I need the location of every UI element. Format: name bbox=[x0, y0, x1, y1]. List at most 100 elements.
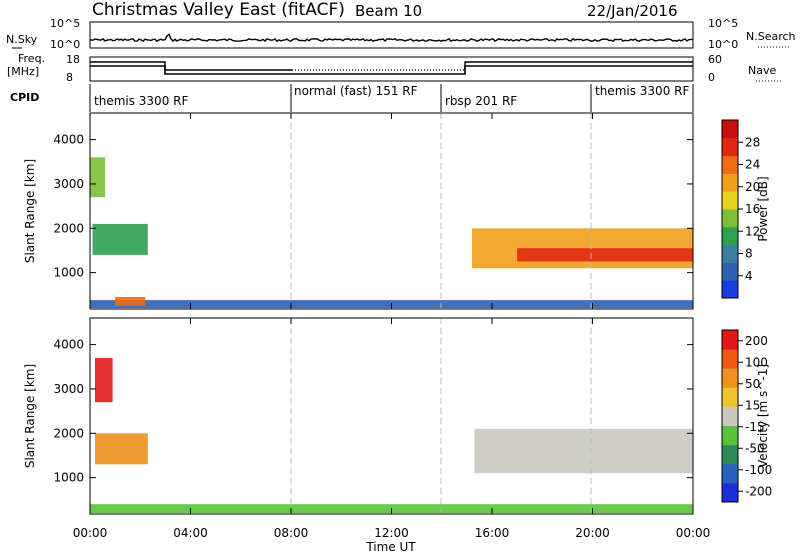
power-colorbar-frame bbox=[721, 119, 739, 299]
nave-label: Nave bbox=[748, 64, 776, 77]
date-label: 22/Jan/2016 bbox=[587, 2, 678, 20]
beam-label: Beam 10 bbox=[355, 2, 422, 20]
colorbar-tick-label-3: 16 bbox=[745, 202, 760, 216]
colorbar-swatch-3 bbox=[722, 226, 738, 246]
x-axis-label: Time UT bbox=[365, 540, 416, 554]
freq-label: Freq. bbox=[18, 52, 45, 65]
x-tick-label-3: 12:00 bbox=[374, 526, 409, 540]
nave-tick-bottom: 0 bbox=[708, 71, 715, 84]
power-panel-bg bbox=[90, 113, 693, 309]
colorbar-tick-label-2: 50 bbox=[745, 377, 760, 391]
colorbar-swatch-4 bbox=[722, 209, 738, 228]
nsky-label: N.Sky bbox=[6, 33, 38, 46]
x-tick-label-5: 20:00 bbox=[575, 526, 610, 540]
nsky-panel-frame bbox=[89, 21, 694, 49]
colorbar-tick-label-6: 28 bbox=[745, 135, 760, 149]
data-region-2 bbox=[90, 157, 106, 198]
colorbar-swatch-2 bbox=[722, 244, 738, 263]
colorbar-swatch-5 bbox=[722, 191, 738, 210]
y-tick-label-0: 1000 bbox=[53, 266, 84, 280]
velocity-colorbar: 200 100 50 15 -15 -50 -100 -200 bbox=[722, 330, 772, 503]
y-tick-label-1: 2000 bbox=[53, 221, 84, 235]
colorbar-tick-label-4: -15 bbox=[745, 420, 765, 434]
power-colorbar: 4 8 12 16 20 24 28 bbox=[722, 120, 760, 299]
figure-title: Christmas Valley East (fitACF) bbox=[92, 0, 345, 20]
nsky-tick-bottom: 10^0 bbox=[50, 38, 80, 51]
data-region-2 bbox=[95, 433, 148, 465]
nave-trace-solid-b bbox=[464, 61, 693, 70]
colorbar-swatch-5 bbox=[722, 387, 738, 407]
colorbar-swatch-7 bbox=[722, 155, 738, 174]
velocity-y-ticks: 1000 2000 3000 4000 bbox=[53, 338, 693, 485]
colorbar-tick-label-2: 12 bbox=[745, 224, 760, 238]
power-colorbar-label: Power [dB] bbox=[756, 176, 770, 241]
freq-trace bbox=[90, 65, 693, 75]
cpid-segment-3: rbsp 201 RF bbox=[445, 94, 517, 108]
colorbar-tick-label-4: 20 bbox=[745, 180, 760, 194]
velocity-colorbar-label: Velocity [m s^-1] bbox=[756, 364, 770, 468]
power-ylabel: Slant Range [km] bbox=[23, 159, 37, 263]
x-tick-label-4: 16:00 bbox=[475, 526, 510, 540]
data-region-5 bbox=[517, 248, 693, 262]
colorbar-swatch-2 bbox=[722, 444, 738, 465]
y-tick-label-3: 4000 bbox=[53, 133, 84, 147]
colorbar-tick-label-5: 24 bbox=[745, 158, 760, 172]
colorbar-swatch-0 bbox=[722, 280, 738, 299]
nsearch-tick-bottom: 10^0 bbox=[708, 38, 738, 51]
colorbar-swatch-1 bbox=[722, 262, 738, 281]
colorbar-swatch-3 bbox=[722, 425, 738, 446]
x-tick-label-6: 00:00 bbox=[676, 526, 711, 540]
nsearch-label: N.Search bbox=[746, 30, 796, 43]
colorbar-swatch-6 bbox=[722, 368, 738, 388]
data-region-3 bbox=[92, 223, 148, 255]
freq-tick-bottom: 8 bbox=[66, 71, 73, 84]
nave-tick-top: 60 bbox=[708, 53, 722, 66]
data-region-1 bbox=[115, 297, 146, 306]
colorbar-tick-label-5: -50 bbox=[745, 441, 765, 455]
colorbar-tick-label-0: 200 bbox=[745, 334, 768, 348]
colorbar-swatch-8 bbox=[722, 330, 738, 350]
cpid-segment-2: normal (fast) 151 RF bbox=[294, 84, 418, 98]
colorbar-swatch-4 bbox=[722, 406, 738, 426]
velocity-panel-bg bbox=[90, 318, 693, 514]
cpid-label: CPID bbox=[10, 91, 39, 104]
colorbar-tick-label-1: 100 bbox=[745, 355, 768, 369]
nsearch-tick-top: 10^5 bbox=[708, 17, 738, 30]
velocity-colorbar-frame bbox=[721, 329, 739, 503]
velocity-panel: 1000 2000 3000 4000 Slant Range [km] bbox=[23, 317, 694, 515]
freq-tick-top: 18 bbox=[66, 53, 80, 66]
x-tick-label-0: 00:00 bbox=[73, 526, 108, 540]
cpid-segment-4: themis 3300 RF bbox=[595, 84, 689, 98]
nave-trace-solid-a bbox=[90, 61, 292, 71]
y-tick-label-2: 3000 bbox=[53, 382, 84, 396]
y-tick-label-3: 4000 bbox=[53, 338, 84, 352]
nsky-trace bbox=[90, 33, 693, 43]
colorbar-tick-label-6: -100 bbox=[745, 463, 772, 477]
power-y-ticks: 1000 2000 3000 4000 bbox=[53, 133, 693, 280]
velocity-ylabel: Slant Range [km] bbox=[23, 364, 37, 468]
colorbar-tick-label-0: 4 bbox=[745, 269, 753, 283]
power-panel: 1000 2000 3000 4000 Slant Range [km] bbox=[23, 112, 694, 310]
data-region-1 bbox=[95, 357, 113, 403]
colorbar-tick-label-1: 8 bbox=[745, 247, 753, 261]
y-tick-label-0: 1000 bbox=[53, 471, 84, 485]
y-tick-label-2: 3000 bbox=[53, 177, 84, 191]
x-tick-label-1: 04:00 bbox=[173, 526, 208, 540]
colorbar-swatch-1 bbox=[722, 463, 738, 484]
freq-units-label: [MHz] bbox=[7, 65, 39, 78]
colorbar-tick-label-7: -200 bbox=[745, 484, 772, 498]
freq-panel-frame bbox=[89, 56, 694, 82]
colorbar-swatch-9 bbox=[722, 120, 738, 139]
colorbar-swatch-7 bbox=[722, 349, 738, 369]
x-ticks: 00:00 04:00 08:00 12:00 16:00 20:00 00:00 bbox=[73, 113, 711, 540]
x-tick-label-2: 08:00 bbox=[274, 526, 309, 540]
data-region-3 bbox=[474, 428, 693, 474]
colorbar-swatch-0 bbox=[722, 482, 738, 503]
colorbar-swatch-6 bbox=[722, 173, 738, 192]
colorbar-tick-label-3: 15 bbox=[745, 398, 760, 412]
colorbar-swatch-8 bbox=[722, 137, 738, 157]
nsky-tick-top: 10^5 bbox=[50, 17, 80, 30]
cpid-segment-1: themis 3300 RF bbox=[94, 94, 188, 108]
y-tick-label-1: 2000 bbox=[53, 426, 84, 440]
